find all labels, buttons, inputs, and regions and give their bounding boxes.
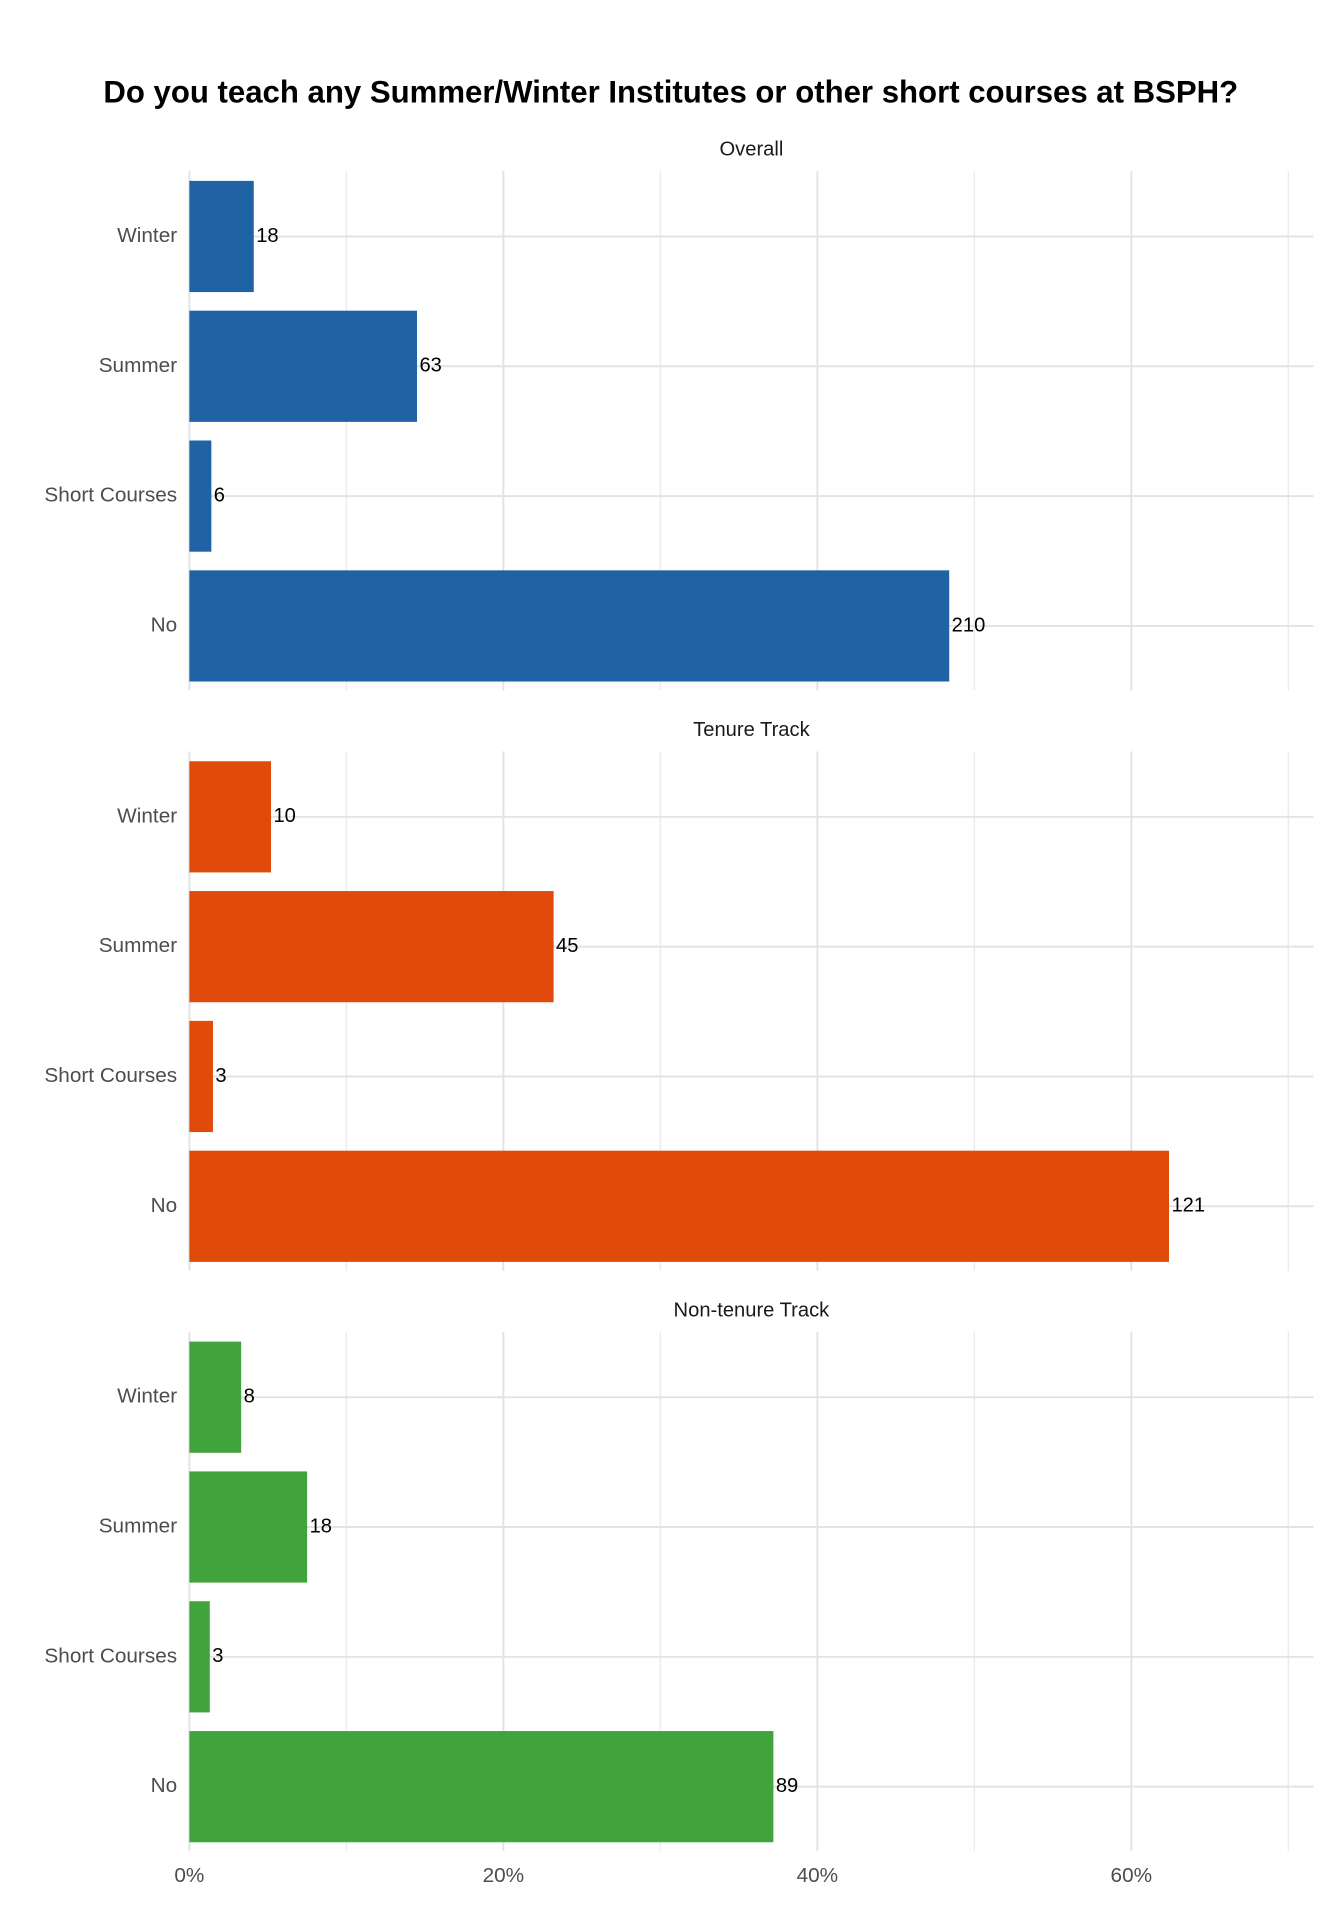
- data-label: 63: [419, 355, 441, 377]
- bar: [189, 310, 418, 422]
- data-label: 89: [776, 1775, 798, 1797]
- y-tick-label: No: [151, 613, 178, 636]
- data-label: 18: [256, 225, 278, 247]
- bar: [189, 1601, 210, 1713]
- y-tick-label: Summer: [99, 354, 178, 377]
- bar: [189, 180, 254, 293]
- y-tick-label: Winter: [117, 1385, 177, 1408]
- y-tick-label: Short Courses: [44, 1064, 177, 1087]
- y-tick-label: No: [151, 1774, 178, 1797]
- bar: [189, 440, 212, 552]
- x-tick-label: 40%: [797, 1864, 839, 1887]
- facet-title: Tenure Track: [693, 719, 810, 741]
- x-tick-label: 60%: [1111, 1864, 1153, 1887]
- y-tick-label: Winter: [117, 804, 177, 827]
- data-label: 10: [273, 805, 295, 827]
- data-label: 18: [310, 1515, 332, 1537]
- data-label: 3: [215, 1065, 226, 1087]
- data-label: 121: [1171, 1195, 1205, 1217]
- data-label: 3: [212, 1645, 223, 1667]
- bar: [189, 1150, 1170, 1262]
- bar: [189, 1020, 213, 1133]
- bar: [189, 761, 272, 873]
- y-tick-label: Summer: [99, 1514, 178, 1537]
- bar: [189, 1731, 774, 1843]
- bar: [189, 1471, 308, 1583]
- bar: [189, 570, 950, 682]
- data-label: 6: [214, 484, 225, 506]
- chart-title: Do you teach any Summer/Winter Institute…: [103, 74, 1238, 109]
- y-tick-label: No: [151, 1194, 178, 1217]
- facet-title: Overall: [719, 139, 783, 161]
- bar: [189, 1341, 242, 1453]
- facet-title: Non-tenure Track: [674, 1299, 831, 1321]
- y-tick-label: Short Courses: [44, 484, 177, 507]
- data-label: 45: [556, 935, 578, 957]
- y-tick-label: Winter: [117, 224, 177, 247]
- x-tick-label: 20%: [483, 1864, 525, 1887]
- data-label: 8: [244, 1386, 255, 1408]
- data-label: 210: [952, 614, 986, 636]
- y-tick-label: Short Courses: [44, 1644, 177, 1667]
- y-tick-label: Summer: [99, 934, 178, 957]
- bar: [189, 891, 554, 1003]
- x-tick-label: 0%: [174, 1864, 204, 1887]
